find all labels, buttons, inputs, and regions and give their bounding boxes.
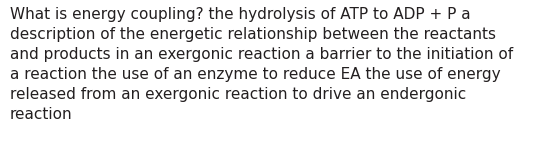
Text: What is energy coupling? the hydrolysis of ATP to ADP + P a
description of the e: What is energy coupling? the hydrolysis …	[10, 7, 513, 122]
